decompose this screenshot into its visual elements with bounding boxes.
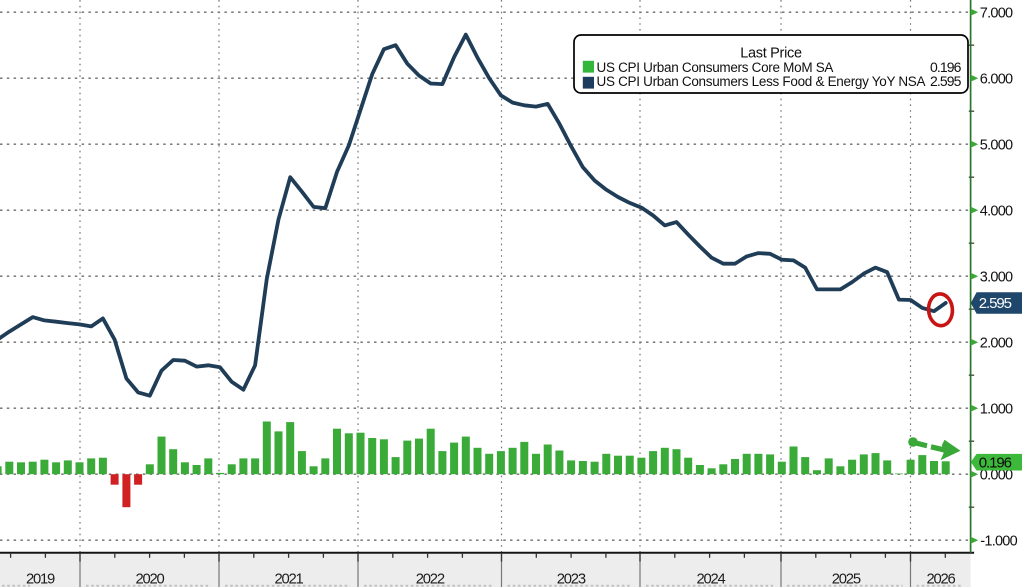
svg-text:2025: 2025 xyxy=(832,572,861,587)
svg-text:US CPI Urban Consumers Less Fo: US CPI Urban Consumers Less Food & Energ… xyxy=(597,74,926,89)
svg-text:4.000: 4.000 xyxy=(980,203,1013,219)
svg-text:2026: 2026 xyxy=(926,572,955,587)
svg-text:2023: 2023 xyxy=(557,572,586,587)
svg-text:2020: 2020 xyxy=(135,572,164,587)
svg-text:US CPI Urban Consumers Core Mo: US CPI Urban Consumers Core MoM SA xyxy=(597,60,834,75)
svg-text:Last Price: Last Price xyxy=(740,45,802,61)
svg-text:2.595: 2.595 xyxy=(930,73,962,89)
svg-text:2024: 2024 xyxy=(696,572,725,587)
svg-text:7.000: 7.000 xyxy=(980,5,1013,21)
svg-text:-1.000: -1.000 xyxy=(980,533,1017,549)
svg-text:2021: 2021 xyxy=(274,572,303,587)
svg-text:6.000: 6.000 xyxy=(980,71,1013,87)
svg-text:5.000: 5.000 xyxy=(980,137,1013,153)
svg-text:2.595: 2.595 xyxy=(979,295,1012,312)
svg-text:0.196: 0.196 xyxy=(979,454,1012,471)
svg-text:1.000: 1.000 xyxy=(980,401,1013,417)
svg-text:0.000: 0.000 xyxy=(980,467,1013,483)
svg-text:2019: 2019 xyxy=(26,572,55,587)
svg-text:2.000: 2.000 xyxy=(980,335,1013,351)
svg-text:3.000: 3.000 xyxy=(980,269,1013,285)
svg-text:2022: 2022 xyxy=(416,572,445,587)
svg-text:0.196: 0.196 xyxy=(930,59,962,75)
